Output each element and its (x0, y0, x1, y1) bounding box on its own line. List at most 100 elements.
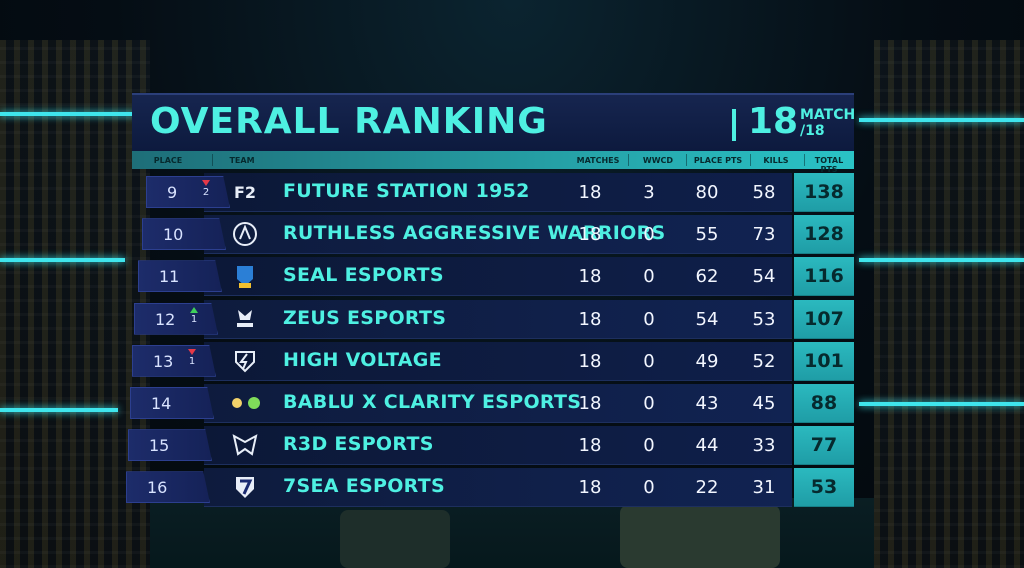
rank-change-value: 1 (190, 313, 198, 325)
matches-value: 18 (578, 266, 602, 288)
matches-value: 18 (578, 350, 602, 372)
ruthless-aggressive-warriors-logo-icon (228, 221, 262, 247)
place-pts-value: 55 (695, 224, 719, 246)
buggy-vehicle (340, 510, 450, 568)
rank-down-arrow-icon (202, 180, 210, 186)
total-pts-value: 107 (804, 307, 844, 330)
place-badge: 13 1 (132, 344, 216, 377)
wwcd-value: 0 (643, 350, 655, 372)
header-divider (804, 154, 805, 166)
ranking-row: 13 1 HIGH VOLTAGE 18 0 49 52 101 (118, 341, 860, 381)
7sea-esports-logo-icon (228, 474, 262, 500)
kills-value: 31 (752, 477, 776, 499)
row-background (204, 173, 792, 212)
r3d-esports-logo-icon (228, 432, 262, 458)
bablu-x-clarity-logo-icon (228, 390, 262, 416)
column-header-place-pts: PLACE PTS (693, 156, 743, 165)
crowd-stands-right (874, 40, 1024, 568)
seal-esports-logo-icon (228, 263, 262, 289)
crowd-stands-left (0, 40, 150, 568)
place-badge: 9 2 (146, 176, 230, 208)
total-pts-cell: 138 (794, 173, 854, 212)
match-number: 18 (748, 101, 799, 142)
kills-value: 33 (752, 435, 776, 457)
place-number: 10 (163, 225, 184, 245)
rank-change: 2 (199, 180, 213, 199)
team-name: 7SEA ESPORTS (283, 475, 445, 498)
kills-value: 52 (752, 350, 776, 372)
total-pts-cell: 128 (794, 215, 854, 255)
total-pts-value: 101 (804, 349, 844, 372)
match-label: MATCH /18 (800, 107, 855, 139)
neon-light-right-bottom (859, 402, 1024, 406)
place-pts-value: 43 (695, 393, 719, 414)
column-header-team: TEAM (229, 156, 255, 165)
matches-value: 18 (578, 308, 602, 330)
wwcd-value: 0 (643, 393, 655, 414)
place-badge: 14 (130, 387, 214, 419)
place-number: 14 (151, 394, 172, 413)
kills-value: 58 (752, 182, 776, 203)
column-header-matches: MATCHES (576, 156, 620, 165)
place-number: 15 (149, 436, 170, 456)
matches-value: 18 (578, 435, 602, 457)
ranking-row: 10 RUTHLESS AGGRESSIVE WARRIORS 18 0 55 … (118, 215, 860, 255)
pickup-truck-vehicle (620, 505, 780, 568)
kills-value: 54 (752, 266, 776, 288)
wwcd-value: 0 (643, 477, 655, 499)
svg-text:F2: F2 (234, 183, 256, 202)
column-header-place: PLACE (153, 156, 183, 165)
place-number: 9 (167, 183, 178, 202)
ranking-row: 12 1 ZEUS ESPORTS 18 0 54 53 107 (118, 299, 860, 339)
total-pts-cell: 107 (794, 299, 854, 339)
row-background (204, 299, 792, 339)
team-name: BABLU X CLARITY ESPORTS (283, 391, 582, 413)
neon-light-left-upper (0, 112, 135, 116)
match-divider (732, 109, 736, 141)
neon-light-left-lower (0, 258, 125, 262)
ranking-row: 9 2 F2 FUTURE STATION 1952 18 3 80 58 13… (118, 173, 860, 212)
wwcd-value: 0 (643, 435, 655, 457)
place-pts-value: 22 (695, 477, 719, 499)
matches-value: 18 (578, 393, 602, 414)
place-badge: 16 (126, 471, 210, 504)
row-background (204, 468, 792, 508)
ranking-row: 14 BABLU X CLARITY ESPORTS 18 0 43 45 88 (118, 384, 860, 423)
ranking-row: 11 SEAL ESPORTS 18 0 62 54 116 (118, 257, 860, 297)
team-name: ZEUS ESPORTS (283, 306, 447, 329)
place-number: 16 (147, 478, 168, 498)
ranking-row: 15 R3D ESPORTS 18 0 44 33 77 (118, 426, 860, 466)
matches-value: 18 (578, 477, 602, 499)
column-header-kills: KILLS (763, 156, 789, 165)
matches-value: 18 (578, 182, 602, 203)
total-pts-value: 88 (810, 392, 838, 414)
neon-light-right-lower (859, 258, 1024, 262)
team-name: FUTURE STATION 1952 (283, 180, 530, 202)
total-pts-cell: 88 (794, 384, 854, 423)
wwcd-value: 0 (643, 308, 655, 330)
team-name: RUTHLESS AGGRESSIVE WARRIORS (283, 222, 666, 245)
place-pts-value: 80 (695, 182, 719, 203)
total-pts-cell: 101 (794, 341, 854, 381)
column-header-total-pts: TOTAL PTS (814, 156, 844, 174)
rank-up-arrow-icon (190, 306, 198, 313)
place-badge: 12 1 (134, 302, 218, 335)
row-background (204, 426, 792, 466)
matches-value: 18 (578, 224, 602, 246)
row-background (204, 384, 792, 423)
header-divider (750, 154, 751, 166)
team-name: HIGH VOLTAGE (283, 348, 442, 371)
wwcd-value: 3 (643, 182, 655, 203)
place-number: 13 (153, 351, 174, 371)
header-divider (212, 154, 213, 166)
header-divider (628, 154, 629, 166)
neon-light-left-bottom (0, 408, 118, 412)
team-name: SEAL ESPORTS (283, 264, 444, 287)
place-pts-value: 62 (695, 266, 719, 288)
wwcd-value: 0 (643, 266, 655, 288)
match-total: /18 (800, 123, 825, 139)
total-pts-cell: 53 (794, 468, 854, 508)
rank-change-value: 1 (188, 355, 196, 367)
total-pts-value: 116 (804, 265, 844, 288)
column-header-row: PLACE TEAM MATCHES WWCD PLACE PTS KILLS … (132, 151, 854, 174)
